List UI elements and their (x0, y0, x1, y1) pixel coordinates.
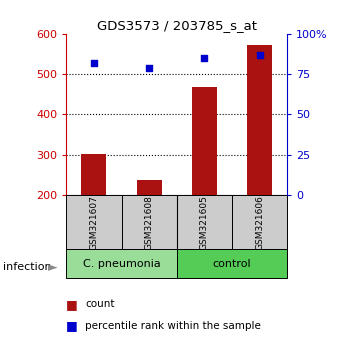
Title: GDS3573 / 203785_s_at: GDS3573 / 203785_s_at (97, 19, 257, 33)
Text: infection: infection (3, 262, 52, 272)
FancyBboxPatch shape (177, 249, 287, 278)
Text: GSM321607: GSM321607 (89, 195, 98, 250)
FancyBboxPatch shape (66, 249, 177, 278)
Text: percentile rank within the sample: percentile rank within the sample (85, 321, 261, 331)
Point (257, 52, 262, 57)
Text: C. pneumonia: C. pneumonia (83, 258, 160, 269)
Text: count: count (85, 299, 115, 309)
FancyBboxPatch shape (122, 195, 177, 249)
Bar (137, 180, 162, 195)
Text: control: control (213, 258, 251, 269)
Point (147, 65, 152, 70)
FancyBboxPatch shape (177, 195, 232, 249)
Text: GSM321606: GSM321606 (255, 195, 264, 250)
Text: GSM321608: GSM321608 (145, 195, 154, 250)
FancyBboxPatch shape (232, 195, 287, 249)
Text: ■: ■ (66, 298, 78, 311)
FancyBboxPatch shape (66, 195, 122, 249)
Bar (82, 154, 106, 195)
Point (91, 60, 97, 65)
Text: ►: ► (48, 261, 57, 274)
Bar (247, 45, 272, 195)
Text: GSM321605: GSM321605 (200, 195, 209, 250)
Bar (192, 87, 217, 195)
Point (202, 55, 207, 61)
Text: ■: ■ (66, 319, 78, 332)
